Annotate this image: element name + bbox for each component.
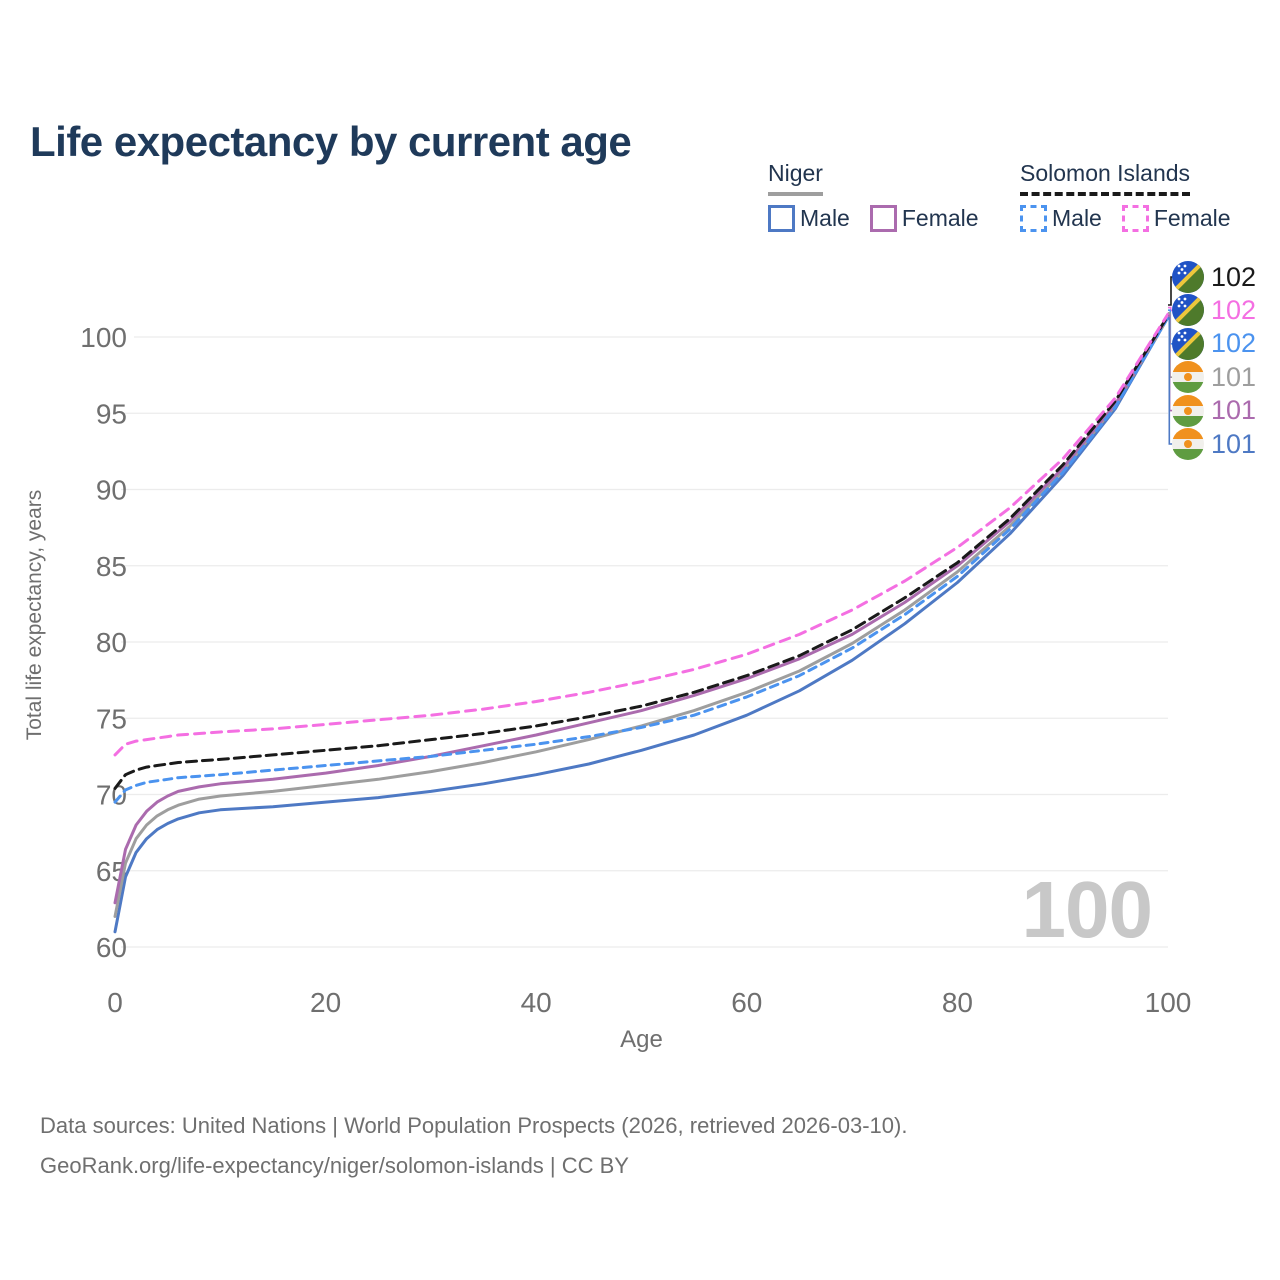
legend-group-solomon-islands: Solomon Islands Male Female (1020, 160, 1251, 232)
series-line-niger-male (113, 315, 1170, 934)
y-tick-80: 80 (96, 627, 127, 658)
legend-group-niger: Niger Male Female (768, 160, 999, 232)
x-tick-40: 40 (521, 987, 552, 1018)
y-tick-90: 90 (96, 475, 127, 506)
series-line-solomon-islands-female (113, 312, 1170, 757)
page-title: Life expectancy by current age (30, 118, 632, 166)
legend-checkbox-icon[interactable] (768, 205, 795, 232)
end-label-value: 102 (1211, 294, 1257, 325)
end-label-solomon-islands-male: 102 (1172, 327, 1257, 360)
solomon-islands-flag-icon (1172, 294, 1204, 327)
y-axis-title: Total life expectancy, years (23, 489, 46, 741)
y-tick-95: 95 (96, 398, 127, 429)
end-label-niger-all: 101 (1172, 361, 1257, 394)
x-tick-80: 80 (942, 987, 973, 1018)
end-label-value: 101 (1211, 428, 1257, 459)
end-label-value: 101 (1211, 361, 1257, 392)
end-label-value: 102 (1211, 328, 1257, 359)
x-axis-title: Age (620, 1026, 663, 1053)
legend-item-label: Female (1153, 205, 1231, 231)
x-tick-60: 60 (731, 987, 762, 1018)
series-line-solomon-islands-male (113, 315, 1170, 804)
x-tick-0: 0 (107, 987, 123, 1018)
solomon-islands-flag-icon (1172, 327, 1204, 360)
end-label-niger-female: 101 (1172, 394, 1257, 427)
legend-toggle-niger-female[interactable]: Female (869, 205, 979, 232)
series-line-solomon-islands-all (113, 314, 1170, 790)
end-label-solomon-islands-female: 102 (1172, 294, 1257, 327)
age-watermark: 100 (1021, 865, 1153, 954)
legend-checkbox-icon[interactable] (869, 205, 897, 232)
solomon-islands-flag-icon (1172, 261, 1204, 293)
y-tick-65: 65 (96, 856, 127, 887)
legend-group-title: Solomon Islands (1020, 160, 1191, 196)
legend-item-label: Male (800, 205, 850, 231)
niger-flag-icon (1172, 361, 1204, 394)
end-label-solomon-islands-all: 102 (1172, 261, 1256, 293)
x-tick-20: 20 (310, 987, 341, 1018)
legend-toggle-solomon-islands-female[interactable]: Female (1121, 205, 1231, 232)
series-line-niger-all (113, 315, 1170, 918)
legend-group-title: Niger (768, 160, 823, 196)
niger-flag-icon (1172, 394, 1204, 427)
legend-toggle-solomon-islands-male[interactable]: Male (1020, 205, 1102, 232)
legend-item-label: Female (901, 205, 979, 231)
legend-toggle-niger-male[interactable]: Male (768, 205, 850, 232)
end-label-niger-male: 101 (1172, 428, 1256, 460)
legend-checkbox-icon[interactable] (1121, 205, 1149, 232)
footer-sources: Data sources: United Nations | World Pop… (40, 1113, 908, 1138)
end-label-value: 101 (1211, 395, 1257, 426)
legend-item-label: Male (1052, 205, 1102, 231)
legend-checkbox-icon[interactable] (1020, 205, 1047, 232)
end-label-value: 102 (1211, 261, 1257, 292)
footer-attribution: GeoRank.org/life-expectancy/niger/solomo… (40, 1153, 629, 1178)
series-line-niger-female (113, 314, 1170, 905)
x-tick-100: 100 (1145, 987, 1192, 1018)
y-tick-70: 70 (96, 780, 127, 811)
niger-flag-icon (1172, 428, 1204, 460)
y-tick-75: 75 (96, 703, 127, 734)
y-tick-100: 100 (80, 322, 127, 353)
y-tick-85: 85 (96, 551, 127, 582)
y-tick-60: 60 (96, 932, 127, 963)
footer: Data sources: United Nations | World Pop… (40, 1106, 907, 1186)
